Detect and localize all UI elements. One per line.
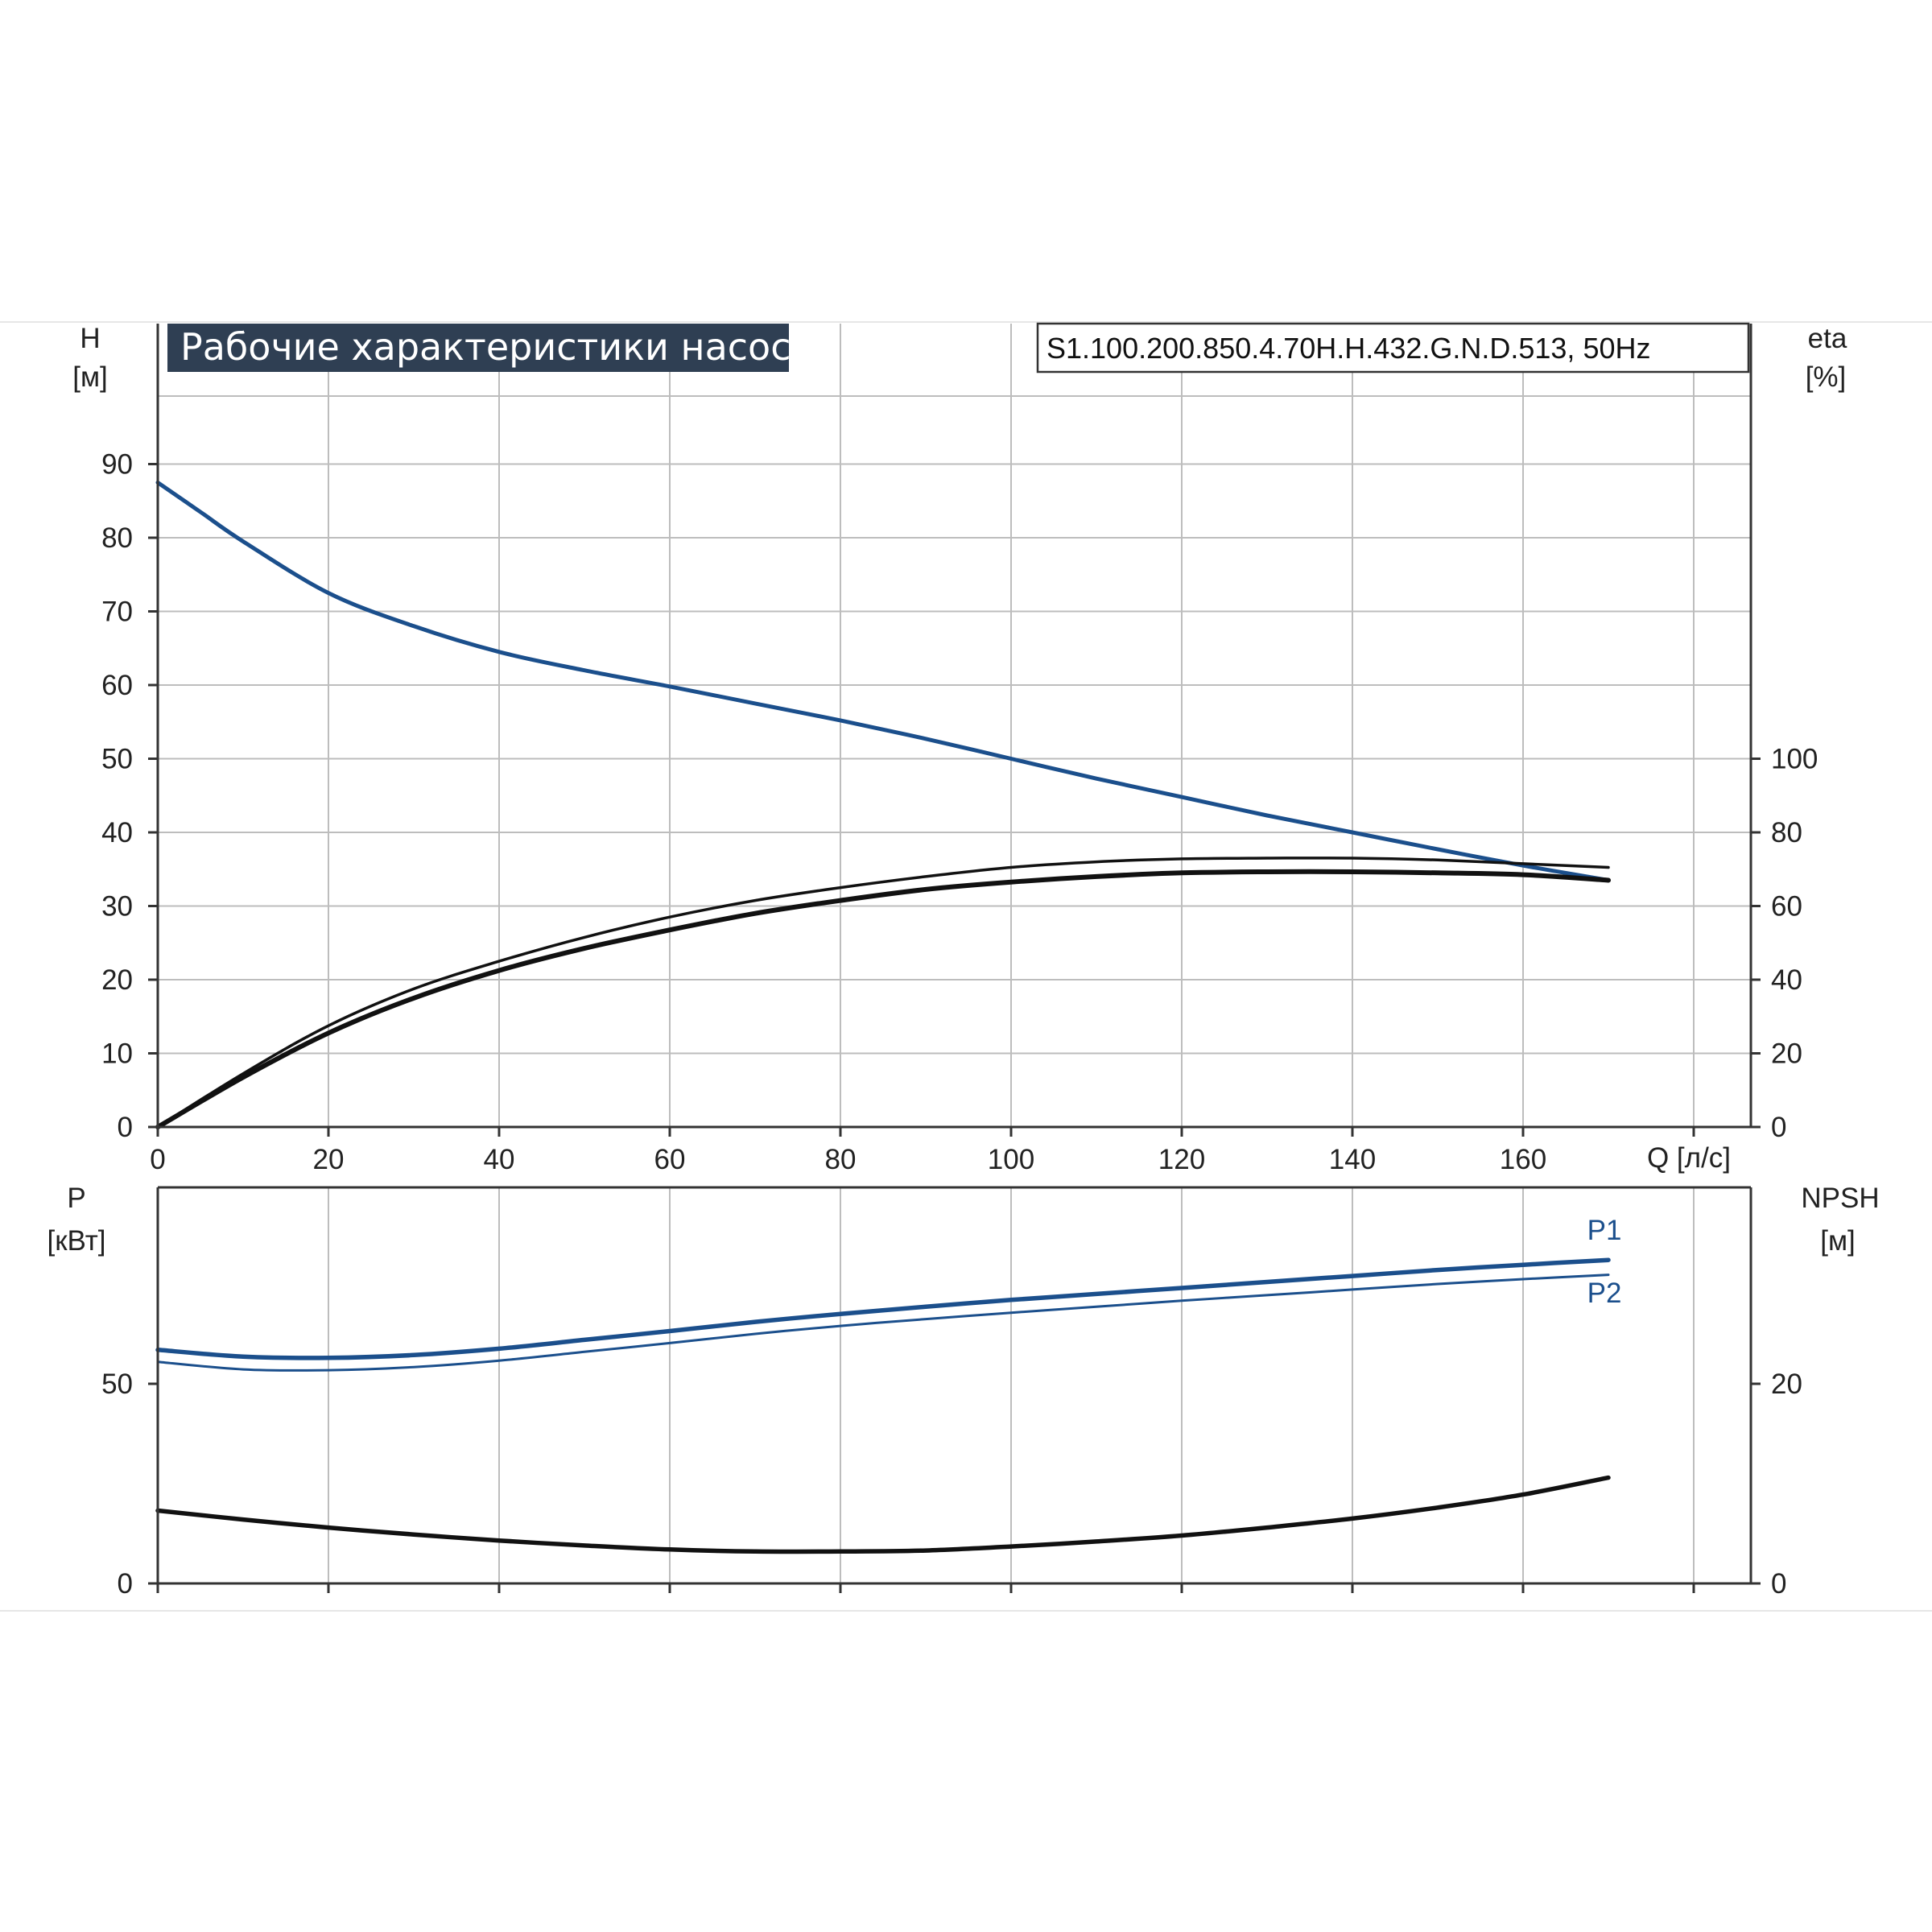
flow-tick-label: 60 — [654, 1144, 686, 1175]
lower-chart-frame — [156, 1186, 1752, 1585]
npsh-axis-unit: [м] — [1820, 1225, 1856, 1257]
npsh-tick-label: 0 — [1771, 1568, 1786, 1600]
efficiency-tick-label: 60 — [1771, 891, 1802, 923]
flow-tick-label: 20 — [313, 1144, 345, 1175]
efficiency-tick-label: 20 — [1771, 1038, 1802, 1070]
head-tick-label: 60 — [101, 670, 133, 701]
head-tick-label: 30 — [101, 891, 133, 923]
head-tick-label: 80 — [101, 522, 133, 554]
power-axis-title: P — [67, 1183, 85, 1214]
power-tick-label: 50 — [101, 1368, 133, 1400]
head-tick-label: 90 — [101, 449, 133, 481]
p1-power-curve — [155, 1257, 1611, 1360]
power-axis-unit: [кВт] — [47, 1225, 106, 1257]
efficiency-curve-1 — [156, 857, 1610, 1129]
flow-tick-label: 160 — [1500, 1144, 1546, 1175]
flow-axis-title: Q [л/с] — [1647, 1142, 1731, 1174]
efficiency-tick-label: 40 — [1771, 964, 1802, 996]
lower-chart-grid — [328, 1187, 1695, 1583]
flow-tick-label: 120 — [1158, 1144, 1205, 1175]
flow-tick-label: 100 — [988, 1144, 1034, 1175]
npsh-tick-label: 20 — [1771, 1368, 1802, 1400]
efficiency-axis-unit: [%] — [1806, 361, 1847, 393]
flow-tick-label: 0 — [150, 1144, 165, 1175]
p1-series-label: P1 — [1587, 1215, 1622, 1246]
head-tick-label: 50 — [101, 744, 133, 775]
efficiency-tick-label: 0 — [1771, 1112, 1786, 1143]
head-tick-label: 10 — [101, 1038, 133, 1070]
flow-tick-label: 140 — [1329, 1144, 1376, 1175]
flow-tick-label: 40 — [484, 1144, 515, 1175]
power-tick-label: 0 — [118, 1568, 133, 1600]
npsh-curve — [155, 1475, 1611, 1554]
p2-power-curve — [156, 1274, 1610, 1372]
head-curve — [155, 480, 1611, 882]
chart-title-box — [167, 324, 789, 372]
lower-chart-series — [155, 1257, 1611, 1554]
p2-series-label: P2 — [1587, 1278, 1622, 1309]
head-tick-label: 20 — [101, 964, 133, 996]
head-tick-label: 70 — [101, 597, 133, 628]
model-box — [1036, 322, 1750, 374]
model-designation: S1.100.200.850.4.70H.H.432.G.N.D.513, 50… — [1046, 332, 1650, 365]
efficiency-tick-label: 80 — [1771, 817, 1802, 848]
head-tick-label: 0 — [118, 1112, 133, 1143]
upper-chart-ticks: 0 10 20 30 40 50 60 70 80 90 0 20 40 60 80 100 0 20 40 60 80… — [101, 449, 1818, 1176]
head-axis-unit: [м] — [72, 361, 108, 393]
lower-chart-ticks: 0 50 0 20 — [101, 1368, 1802, 1600]
head-tick-label: 40 — [101, 817, 133, 848]
upper-chart-grid — [158, 324, 1751, 1127]
upper-chart-frame — [156, 324, 1752, 1129]
efficiency-tick-label: 100 — [1771, 744, 1818, 775]
upper-chart-series — [155, 480, 1611, 1129]
head-axis-title: H — [80, 323, 100, 354]
chart-title: Рабочие характеристики насоса — [180, 325, 814, 369]
efficiency-curve-2 — [155, 869, 1611, 1129]
npsh-axis-title: NPSH — [1801, 1183, 1879, 1214]
efficiency-axis-title: eta — [1808, 323, 1847, 354]
flow-tick-label: 80 — [825, 1144, 857, 1175]
